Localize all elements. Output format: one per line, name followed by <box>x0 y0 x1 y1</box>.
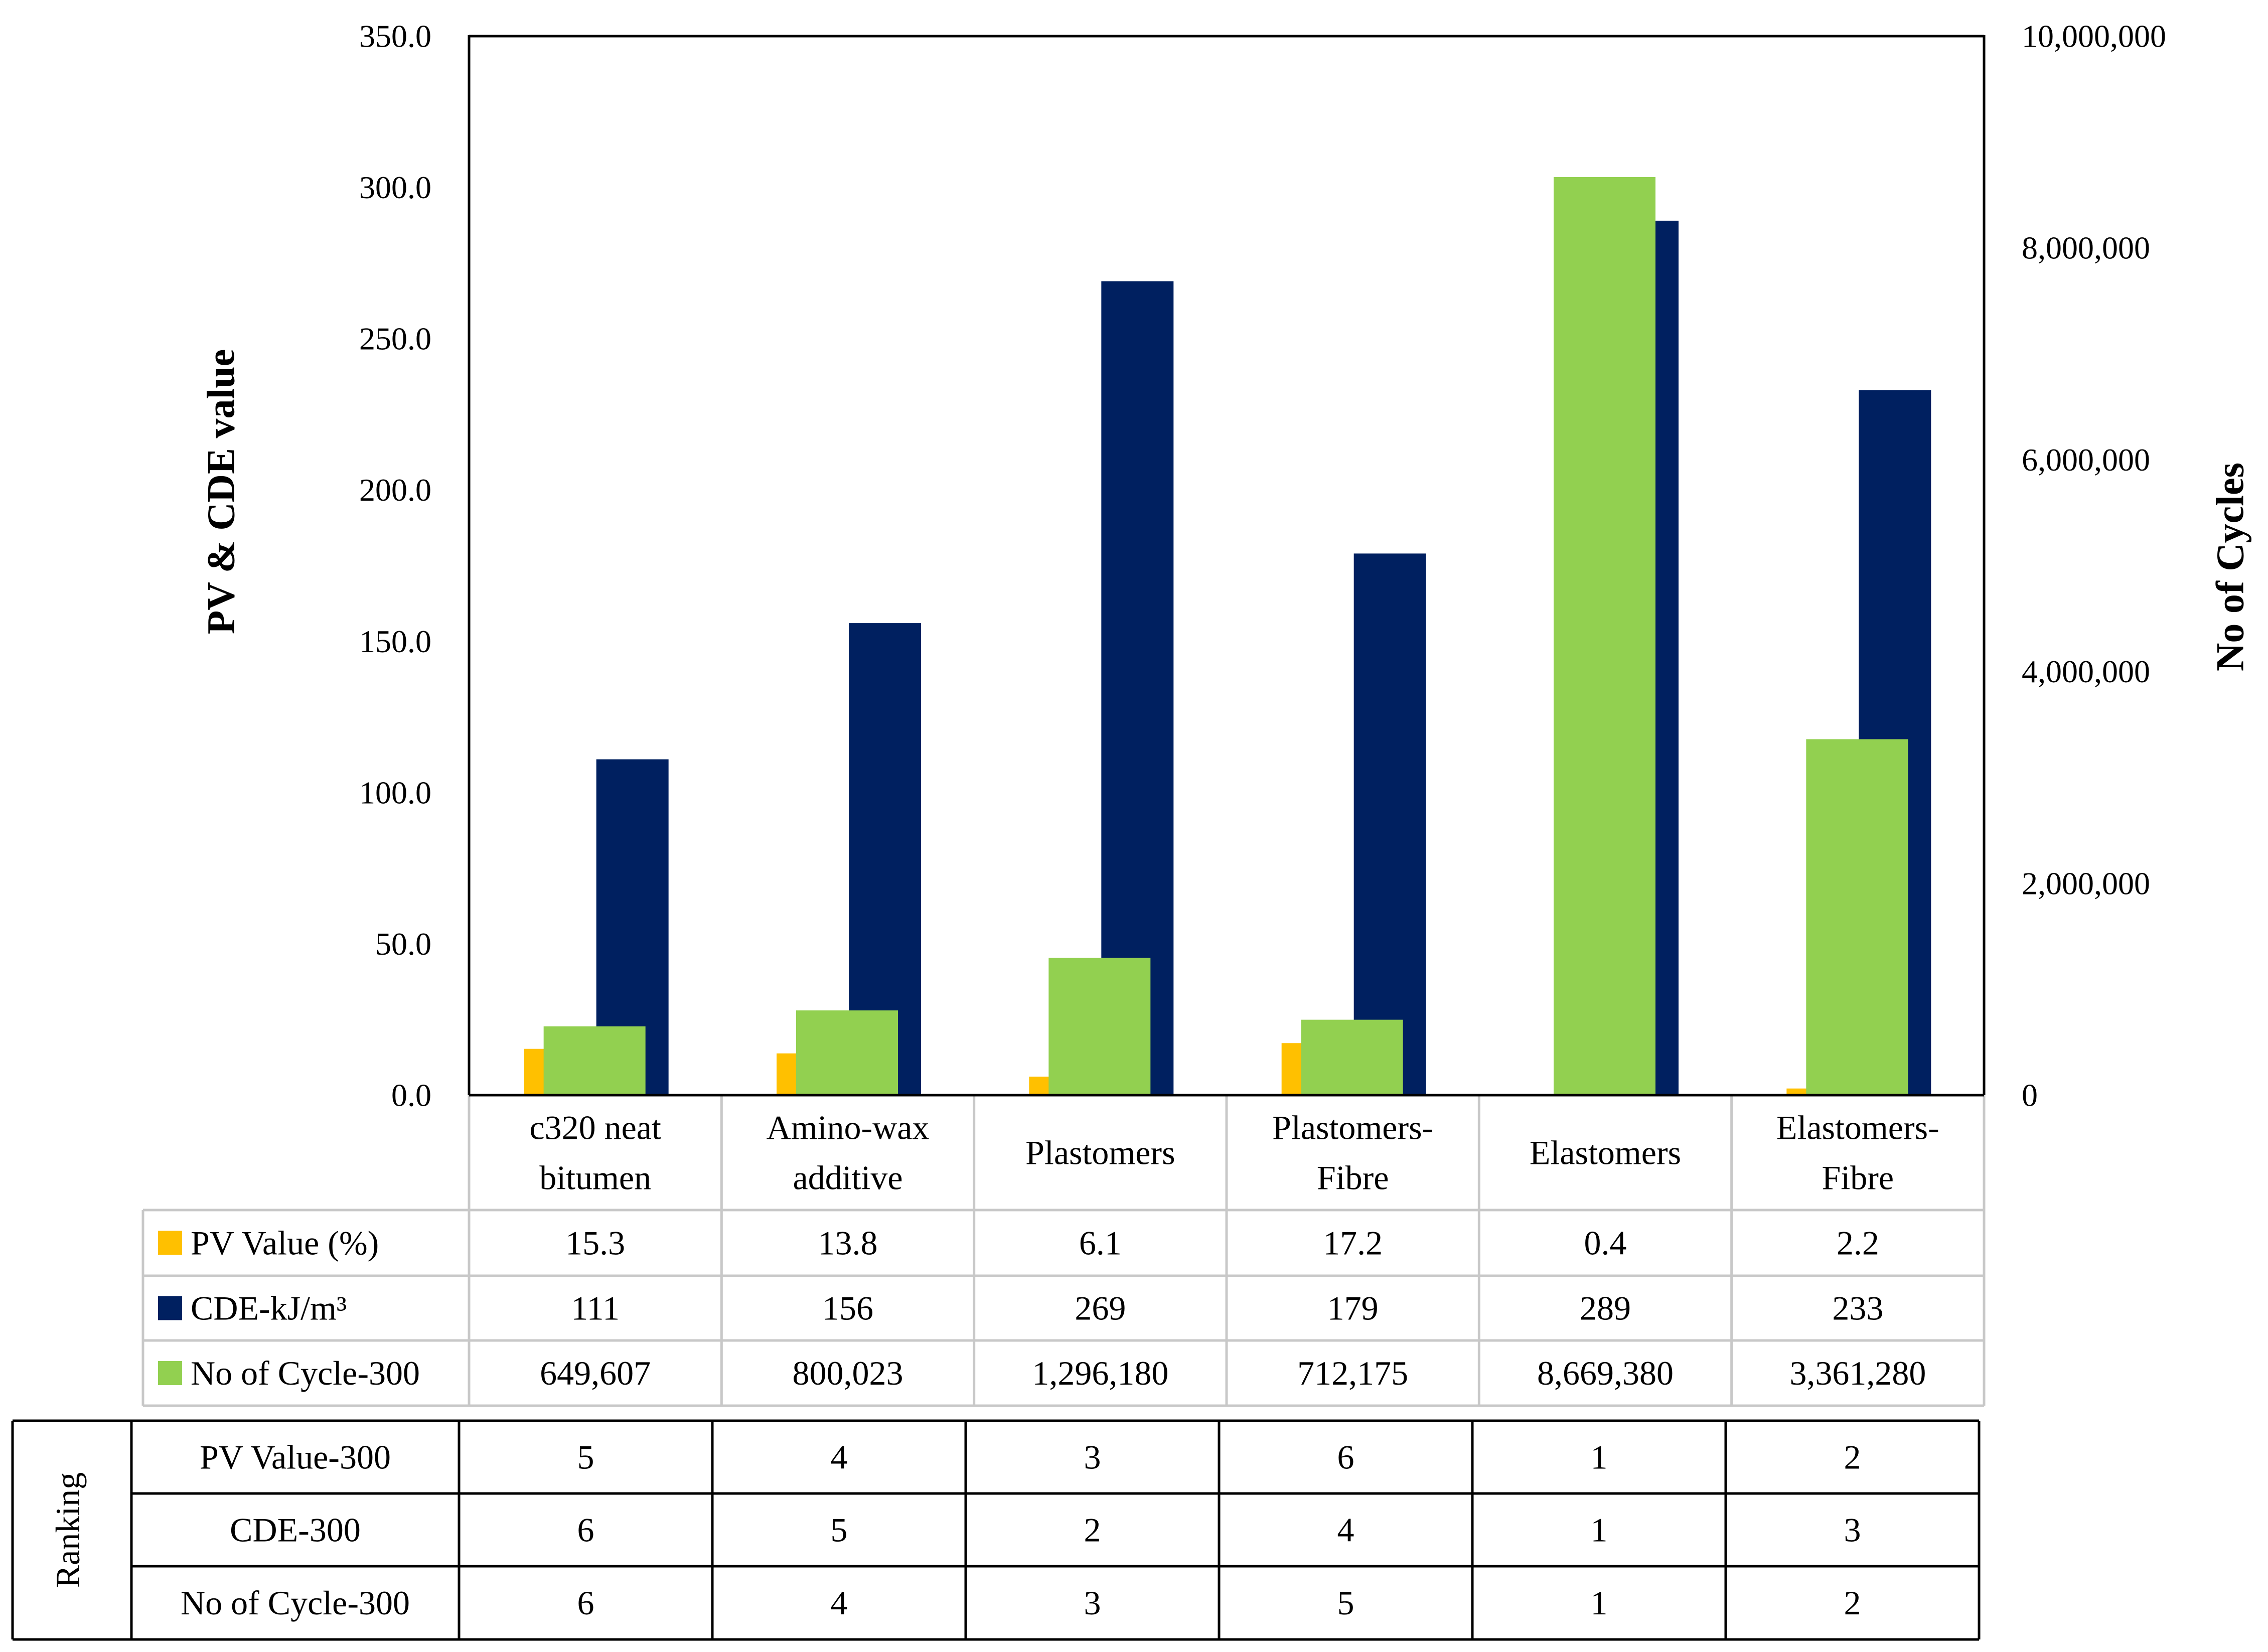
ranking-row-label: CDE-300 <box>230 1511 361 1549</box>
category-label: Elastomers- <box>1776 1109 1939 1147</box>
category-label: Plastomers <box>1025 1134 1175 1172</box>
right-tick-label: 10,000,000 <box>2022 19 2166 54</box>
table-value: 179 <box>1327 1289 1379 1327</box>
ranking-value: 4 <box>1337 1511 1354 1549</box>
right-tick-label: 4,000,000 <box>2022 654 2150 689</box>
left-tick-label: 350.0 <box>359 19 431 54</box>
cycles-bar <box>796 1010 898 1095</box>
table-value: 13.8 <box>818 1224 878 1262</box>
cycles-bar <box>1048 958 1151 1095</box>
table-value: 649,607 <box>540 1354 651 1392</box>
table-value: 0.4 <box>1584 1224 1627 1262</box>
ranking-value: 3 <box>1844 1511 1861 1549</box>
cycles-bar <box>543 1026 646 1095</box>
right-tick-label: 6,000,000 <box>2022 442 2150 478</box>
legend-key <box>158 1361 182 1385</box>
cycles-bar <box>1301 1019 1403 1095</box>
legend-key <box>158 1296 182 1320</box>
table-value: 156 <box>822 1289 873 1327</box>
right-tick-label: 8,000,000 <box>2022 230 2150 266</box>
ranking-value: 1 <box>1591 1511 1608 1549</box>
ranking-value: 5 <box>577 1438 594 1476</box>
left-tick-label: 200.0 <box>359 472 431 508</box>
table-value: 17.2 <box>1323 1224 1383 1262</box>
ranking-value: 6 <box>1337 1438 1354 1476</box>
ranking-value: 4 <box>831 1584 848 1622</box>
left-tick-label: 50.0 <box>375 926 431 962</box>
category-label: bitumen <box>539 1159 651 1197</box>
ranking-value: 5 <box>1337 1584 1354 1622</box>
chart-axes <box>468 35 1986 1097</box>
left-tick-label: 150.0 <box>359 624 431 659</box>
ranking-value: 2 <box>1084 1511 1101 1549</box>
category-label: Amino-wax <box>767 1109 930 1147</box>
chart-text: 0.0 50.0 100.0 150.0 200.0 250.0 300.0 350.0 0 2,… <box>49 19 2252 1622</box>
table-value: 712,175 <box>1297 1354 1408 1392</box>
cde-bar <box>1353 553 1426 1095</box>
table-value: 800,023 <box>793 1354 903 1392</box>
right-axis-title: No of Cycles <box>2208 463 2252 671</box>
left-axis-title: PV & CDE value <box>199 349 243 634</box>
ranking-value: 3 <box>1084 1438 1101 1476</box>
ranking-value: 6 <box>577 1511 594 1549</box>
cycles-bar <box>1806 739 1908 1095</box>
table-value: 289 <box>1580 1289 1631 1327</box>
cycles-bar <box>1554 177 1655 1095</box>
ranking-value: 2 <box>1844 1584 1861 1622</box>
chart-bars <box>524 177 1931 1096</box>
table-value: 15.3 <box>565 1224 625 1262</box>
table-value: 6.1 <box>1079 1224 1122 1262</box>
ranking-value: 4 <box>831 1438 848 1476</box>
legend-label: No of Cycle-300 <box>191 1354 420 1392</box>
ranking-row-label: PV Value-300 <box>200 1438 391 1476</box>
right-tick-label: 0 <box>2022 1078 2038 1113</box>
chart-table-grid <box>11 1095 1986 1641</box>
category-label: Plastomers- <box>1272 1109 1433 1147</box>
ranking-row-label: No of Cycle-300 <box>181 1584 410 1622</box>
category-label: Elastomers <box>1530 1134 1681 1172</box>
table-value: 233 <box>1832 1289 1883 1327</box>
left-tick-label: 100.0 <box>359 775 431 810</box>
right-tick-label: 2,000,000 <box>2022 865 2150 901</box>
legend-label: CDE-kJ/m³ <box>191 1289 347 1327</box>
table-value: 2.2 <box>1837 1224 1879 1262</box>
category-label: Fibre <box>1822 1159 1894 1197</box>
ranking-value: 2 <box>1844 1438 1861 1476</box>
left-tick-label: 300.0 <box>359 170 431 205</box>
ranking-value: 1 <box>1591 1438 1608 1476</box>
table-value: 269 <box>1075 1289 1126 1327</box>
left-tick-label: 250.0 <box>359 321 431 357</box>
category-label: Fibre <box>1317 1159 1389 1197</box>
category-label: c320 neat <box>529 1109 661 1147</box>
ranking-title: Ranking <box>49 1472 87 1588</box>
legend-key <box>158 1231 182 1255</box>
table-value: 1,296,180 <box>1032 1354 1168 1392</box>
ranking-value: 3 <box>1084 1584 1101 1622</box>
ranking-value: 1 <box>1591 1584 1608 1622</box>
table-value: 111 <box>571 1289 620 1327</box>
table-value: 8,669,380 <box>1537 1354 1674 1392</box>
ranking-value: 5 <box>831 1511 848 1549</box>
legend-label: PV Value (%) <box>191 1224 379 1262</box>
left-tick-label: 0.0 <box>391 1078 431 1113</box>
ranking-value: 6 <box>577 1584 594 1622</box>
category-label: additive <box>793 1159 902 1197</box>
table-value: 3,361,280 <box>1789 1354 1926 1392</box>
